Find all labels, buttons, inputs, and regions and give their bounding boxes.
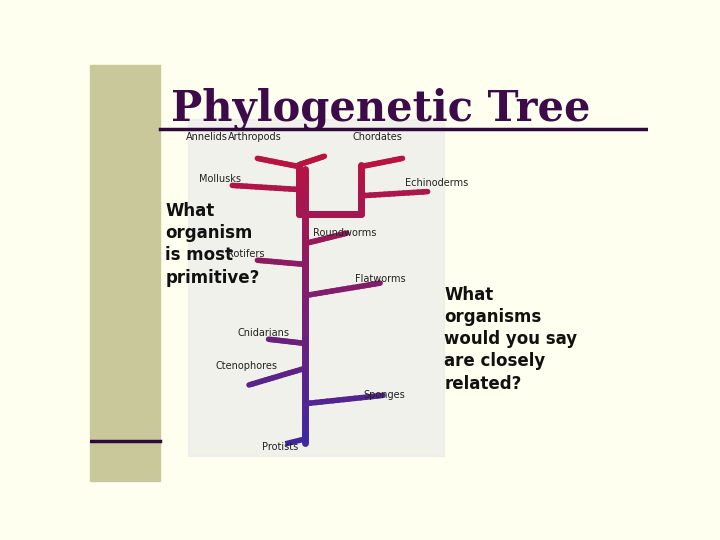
Text: Echinoderms: Echinoderms	[405, 178, 469, 188]
Text: Flatworms: Flatworms	[355, 274, 405, 284]
Text: Cnidarians: Cnidarians	[238, 328, 290, 338]
Text: Rotifers: Rotifers	[227, 249, 264, 259]
Text: Phylogenetic Tree: Phylogenetic Tree	[171, 87, 590, 130]
Text: What
organism
is most
primitive?: What organism is most primitive?	[166, 202, 260, 287]
Text: Annelids: Annelids	[186, 132, 228, 141]
Text: Sponges: Sponges	[364, 390, 405, 400]
Text: Ctenophores: Ctenophores	[215, 361, 277, 372]
Text: What
organisms
would you say
are closely
related?: What organisms would you say are closely…	[444, 286, 577, 393]
Text: Roundworms: Roundworms	[313, 228, 377, 238]
Text: Arthropods: Arthropods	[228, 132, 282, 141]
Bar	[188, 119, 444, 456]
Text: Protists: Protists	[261, 442, 298, 451]
Text: Chordates: Chordates	[352, 132, 402, 141]
Text: Mollusks: Mollusks	[199, 174, 240, 184]
Bar	[90, 65, 160, 481]
